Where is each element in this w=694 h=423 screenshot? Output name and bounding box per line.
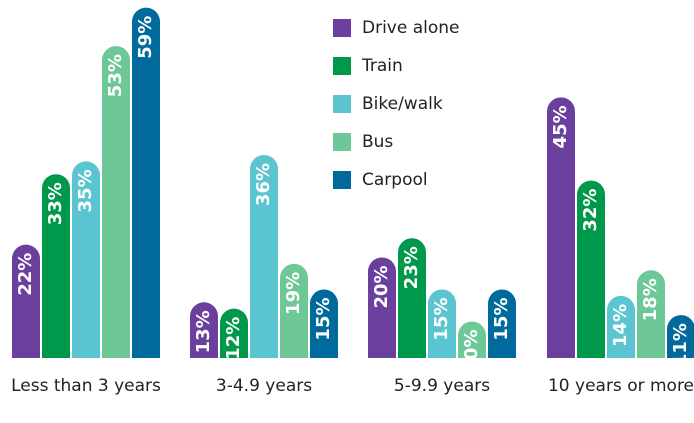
bar	[42, 174, 70, 358]
bar	[102, 46, 130, 359]
value-label: 36%	[253, 163, 274, 206]
x-tick-label: Less than 3 years	[11, 376, 161, 396]
bar	[667, 315, 694, 358]
bar	[607, 295, 635, 358]
legend-swatch	[333, 57, 351, 75]
bar	[398, 238, 426, 358]
bar	[488, 289, 516, 358]
value-label: 19%	[283, 272, 304, 315]
bar	[190, 302, 219, 358]
value-label: 59%	[135, 16, 156, 59]
legend-swatch	[333, 171, 351, 189]
value-label: 15%	[491, 297, 512, 340]
value-label: 32%	[580, 189, 601, 232]
bar	[72, 161, 100, 358]
value-label: 18%	[640, 278, 661, 321]
bar	[368, 257, 396, 358]
value-label: 12%	[223, 317, 244, 360]
bar	[458, 321, 486, 358]
value-label: 35%	[75, 169, 96, 212]
bar	[310, 289, 339, 358]
bar	[280, 263, 308, 358]
legend-swatch	[333, 19, 351, 37]
bar	[250, 154, 278, 358]
bar	[220, 308, 248, 358]
legend-swatch	[333, 95, 351, 113]
value-label: 15%	[431, 297, 452, 340]
x-tick-label: 10 years or more	[548, 376, 694, 396]
x-tick-label: 3-4.9 years	[216, 376, 312, 396]
value-label: 11%	[670, 323, 691, 366]
legend-label: Bus	[362, 132, 393, 152]
value-label: 13%	[193, 310, 214, 353]
value-label: 53%	[105, 54, 126, 97]
bar	[12, 244, 40, 358]
bar	[637, 270, 665, 358]
value-label: 15%	[313, 297, 334, 340]
value-label: 33%	[45, 182, 66, 225]
value-label: 22%	[15, 253, 36, 296]
value-label: 23%	[401, 246, 422, 289]
bar	[428, 289, 456, 358]
value-label: 10%	[461, 329, 482, 372]
legend-label: Bike/walk	[362, 94, 443, 114]
legend-label: Carpool	[362, 170, 428, 190]
legend-label: Drive alone	[362, 18, 460, 38]
bar	[547, 97, 575, 358]
x-tick-label: 5-9.9 years	[394, 376, 490, 396]
bar	[132, 7, 160, 359]
value-label: 45%	[550, 105, 571, 148]
legend-label: Train	[361, 56, 403, 76]
value-label: 20%	[371, 265, 392, 308]
bar	[577, 180, 605, 358]
legend-swatch	[333, 133, 351, 151]
value-label: 14%	[610, 304, 631, 347]
